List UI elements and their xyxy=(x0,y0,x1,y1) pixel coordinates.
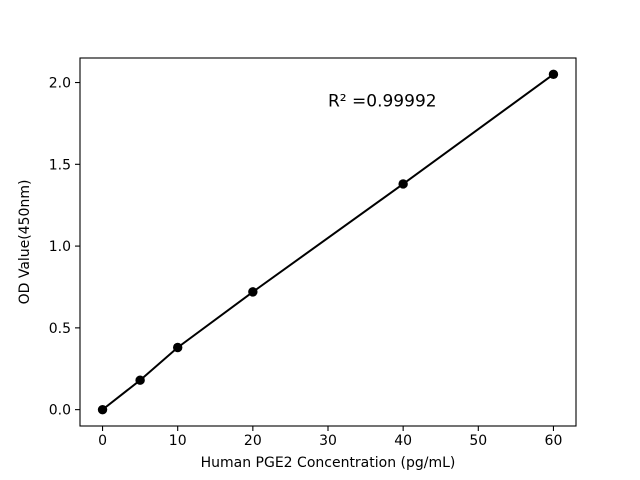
data-point xyxy=(172,342,183,353)
x-axis-label: Human PGE2 Concentration (pg/mL) xyxy=(201,455,456,471)
standard-curve-line xyxy=(101,73,555,411)
x-tick-label: 50 xyxy=(469,433,487,449)
data-point xyxy=(548,69,559,80)
chart-plot-area: 0 10 20 30 40 50 60 0.0 0.5 1.0 1.5 2.0 xyxy=(49,57,577,449)
y-axis-label: OD Value(450nm) xyxy=(17,180,33,305)
x-tick-label: 0 xyxy=(98,433,107,449)
x-tick-label: 60 xyxy=(545,433,563,449)
data-point xyxy=(398,179,408,189)
x-tick-label: 40 xyxy=(394,433,412,449)
y-tick-label: 0.0 xyxy=(49,403,71,419)
y-tick-label: 0.5 xyxy=(49,321,71,337)
y-tick-label: 1.0 xyxy=(49,239,71,255)
y-tick-label: 1.5 xyxy=(49,157,71,173)
x-tick-label: 20 xyxy=(244,433,262,449)
r-squared-annotation: R² =0.99992 xyxy=(328,92,437,112)
data-point xyxy=(97,404,108,415)
y-tick-label: 2.0 xyxy=(49,76,71,92)
data-point xyxy=(135,375,145,385)
x-tick-label: 30 xyxy=(319,433,337,449)
x-tick-label: 10 xyxy=(169,433,187,449)
data-point xyxy=(248,287,258,297)
